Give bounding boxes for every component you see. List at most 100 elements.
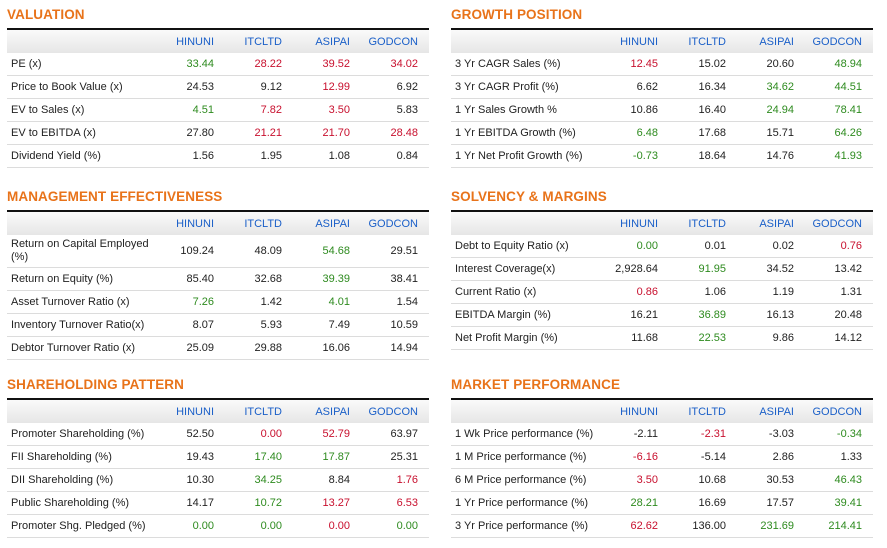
row-label: PE (x) [7,53,157,76]
value-cell-itcltd: 48.09 [225,235,293,268]
column-header-itcltd[interactable]: ITCLTD [225,399,293,423]
column-header-itcltd[interactable]: ITCLTD [669,399,737,423]
row-label: 6 M Price performance (%) [451,468,601,492]
value-cell-godcon: 13.42 [805,257,873,281]
row-label: 1 Wk Price performance (%) [451,423,601,446]
table-row: 1 Wk Price performance (%) -2.11 -2.31 -3.0… [451,423,873,446]
column-header-asipai[interactable]: ASIPAI [737,211,805,235]
value-cell-itcltd: 0.00 [225,423,293,446]
row-label: Promoter Shareholding (%) [7,423,157,446]
market-performance-panel: MARKET PERFORMANCE HINUNI ITCLTD ASIPAI GODC… [451,370,873,538]
column-header-godcon[interactable]: GODCON [361,29,429,53]
shareholding-pattern-panel: SHAREHOLDING PATTERN HINUNI ITCLTD ASIPAI GO… [7,370,429,538]
table-row: Debt to Equity Ratio (x) 0.00 0.01 0.02 0.76 [451,235,873,258]
valuation-table: HINUNI ITCLTD ASIPAI GODCON PE (x) 33.44 28.22… [7,28,429,168]
value-cell-asipai: 13.27 [293,491,361,515]
value-cell-godcon: 6.92 [361,75,429,99]
column-header-hinuni[interactable]: HINUNI [157,399,225,423]
column-header-godcon[interactable]: GODCON [361,399,429,423]
value-cell-godcon: 10.59 [361,313,429,337]
row-label: Dividend Yield (%) [7,144,157,168]
table-row: 1 Yr EBITDA Growth (%) 6.48 17.68 15.71 64.2… [451,121,873,145]
value-cell-hinuni: 2,928.64 [601,257,669,281]
row-label: 3 Yr CAGR Profit (%) [451,75,601,99]
row-label: 3 Yr Price performance (%) [451,514,601,538]
table-row: 1 M Price performance (%) -6.16 -5.14 2.86 1… [451,445,873,469]
value-cell-hinuni: -0.73 [601,144,669,168]
value-cell-asipai: -3.03 [737,423,805,446]
table-header: HINUNI ITCLTD ASIPAI GODCON [7,29,429,53]
value-cell-godcon: 63.97 [361,423,429,446]
value-cell-hinuni: 25.09 [157,336,225,360]
value-cell-godcon: 25.31 [361,445,429,469]
value-cell-itcltd: 10.68 [669,468,737,492]
row-label: Price to Book Value (x) [7,75,157,99]
value-cell-itcltd: 0.01 [669,235,737,258]
table-header: HINUNI ITCLTD ASIPAI GODCON [451,399,873,423]
value-cell-asipai: 16.13 [737,303,805,327]
solvency-margins-table: HINUNI ITCLTD ASIPAI GODCON Debt to Equity R… [451,210,873,350]
column-header-godcon[interactable]: GODCON [805,29,873,53]
row-label: FII Shareholding (%) [7,445,157,469]
table-row: Price to Book Value (x) 24.53 9.12 12.99 6.9… [7,75,429,99]
value-cell-asipai: 30.53 [737,468,805,492]
section-title: SOLVENCY & MARGINS [451,189,607,204]
row-label: Asset Turnover Ratio (x) [7,290,157,314]
column-header-asipai[interactable]: ASIPAI [737,29,805,53]
value-cell-hinuni: 10.86 [601,98,669,122]
value-cell-hinuni: 0.00 [601,235,669,258]
column-header-asipai[interactable]: ASIPAI [293,211,361,235]
value-cell-hinuni: 6.62 [601,75,669,99]
value-cell-asipai: 231.69 [737,514,805,538]
value-cell-godcon: 1.31 [805,280,873,304]
column-header-godcon[interactable]: GODCON [805,211,873,235]
value-cell-hinuni: 11.68 [601,326,669,350]
table-row: Interest Coverage(x) 2,928.64 91.95 34.52 13… [451,257,873,281]
value-cell-godcon: 44.51 [805,75,873,99]
management-effectiveness-panel: MANAGEMENT EFFECTIVENESS HINUNI ITCLTD ASIP… [7,182,429,360]
value-cell-hinuni: 7.26 [157,290,225,314]
value-cell-itcltd: 136.00 [669,514,737,538]
value-cell-itcltd: 1.95 [225,144,293,168]
row-label: Return on Equity (%) [7,267,157,291]
column-header-itcltd[interactable]: ITCLTD [669,29,737,53]
column-header-hinuni[interactable]: HINUNI [157,211,225,235]
value-cell-itcltd: 16.34 [669,75,737,99]
row-label: Current Ratio (x) [451,280,601,304]
value-cell-godcon: 6.53 [361,491,429,515]
value-cell-asipai: 24.94 [737,98,805,122]
row-label: 1 Yr Net Profit Growth (%) [451,144,601,168]
row-label: 3 Yr CAGR Sales (%) [451,53,601,76]
column-header-godcon[interactable]: GODCON [805,399,873,423]
column-header-hinuni[interactable]: HINUNI [601,29,669,53]
value-cell-asipai: 0.00 [293,514,361,538]
column-header-godcon[interactable]: GODCON [361,211,429,235]
row-label: DII Shareholding (%) [7,468,157,492]
value-cell-itcltd: 34.25 [225,468,293,492]
value-cell-godcon: 28.48 [361,121,429,145]
column-header-asipai[interactable]: ASIPAI [737,399,805,423]
table-header: HINUNI ITCLTD ASIPAI GODCON [7,399,429,423]
column-header-itcltd[interactable]: ITCLTD [669,211,737,235]
value-cell-hinuni: 10.30 [157,468,225,492]
column-header-hinuni[interactable]: HINUNI [601,211,669,235]
value-cell-asipai: 54.68 [293,235,361,268]
value-cell-hinuni: -2.11 [601,423,669,446]
row-label: EV to EBITDA (x) [7,121,157,145]
column-header-itcltd[interactable]: ITCLTD [225,29,293,53]
column-header-hinuni[interactable]: HINUNI [601,399,669,423]
value-cell-asipai: 39.39 [293,267,361,291]
table-row: Asset Turnover Ratio (x) 7.26 1.42 4.01 1.54 [7,290,429,314]
value-cell-itcltd: 7.82 [225,98,293,122]
column-header-hinuni[interactable]: HINUNI [157,29,225,53]
shareholding-pattern-table: HINUNI ITCLTD ASIPAI GODCON Promoter Shareho… [7,398,429,538]
value-cell-godcon: 0.84 [361,144,429,168]
value-cell-hinuni: 33.44 [157,53,225,76]
value-cell-godcon: 1.76 [361,468,429,492]
column-header-asipai[interactable]: ASIPAI [293,29,361,53]
column-header-itcltd[interactable]: ITCLTD [225,211,293,235]
column-header-asipai[interactable]: ASIPAI [293,399,361,423]
value-cell-hinuni: 14.17 [157,491,225,515]
row-label: EBITDA Margin (%) [451,303,601,327]
row-label: Promoter Shg. Pledged (%) [7,514,157,538]
